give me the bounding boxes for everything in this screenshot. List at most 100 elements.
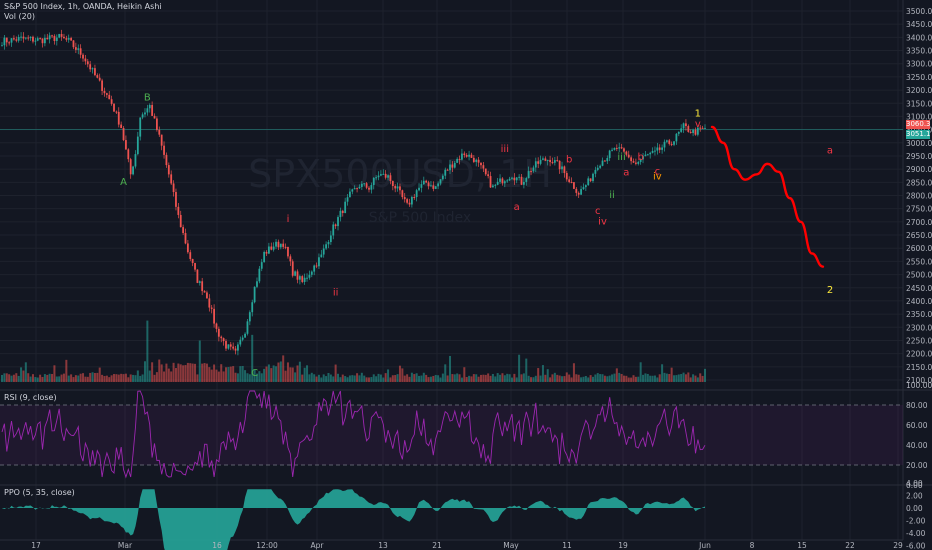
volume-label: Vol (20) xyxy=(4,12,35,21)
candle-body xyxy=(623,148,625,152)
volume-bar xyxy=(587,377,590,382)
volume-bar xyxy=(565,372,568,382)
volume-bar xyxy=(229,366,232,382)
volume-bar xyxy=(251,334,254,382)
volume-bar xyxy=(153,374,156,382)
candle-body xyxy=(320,254,323,258)
volume-bar xyxy=(460,377,463,382)
candle-body xyxy=(513,177,516,181)
candle-body xyxy=(558,160,561,170)
candle-body xyxy=(308,274,311,278)
volume-bar xyxy=(148,370,151,382)
candle-body xyxy=(682,123,685,129)
rsi-tick-label: 80.00 xyxy=(906,401,928,410)
candle-body xyxy=(489,176,492,188)
volume-bar xyxy=(387,369,390,382)
candle-body xyxy=(279,243,282,248)
volume-bar xyxy=(46,374,49,382)
volume-bar xyxy=(310,372,313,382)
volume-bar xyxy=(253,369,256,382)
volume-bar xyxy=(510,377,513,382)
candle-body xyxy=(60,34,63,37)
volume-bar xyxy=(20,367,23,382)
volume-bar xyxy=(625,375,628,382)
volume-bar xyxy=(394,375,397,382)
candle-body xyxy=(270,246,273,250)
candle-body xyxy=(492,185,494,188)
volume-bar xyxy=(113,374,116,382)
volume-bar xyxy=(165,363,168,382)
volume-bar xyxy=(541,365,544,382)
candle-body xyxy=(229,344,232,347)
volume-bar xyxy=(325,376,328,382)
volume-bar xyxy=(306,365,309,382)
candle-body xyxy=(20,36,22,38)
volume-bar xyxy=(134,375,137,382)
candle-body xyxy=(704,127,706,129)
volume-bar xyxy=(191,363,194,382)
candle-body xyxy=(639,159,642,162)
candle-body xyxy=(217,328,220,337)
volume-bar xyxy=(353,375,356,382)
candle-body xyxy=(353,188,356,190)
volume-bar xyxy=(630,377,633,382)
candle-body xyxy=(310,271,313,275)
candle-body xyxy=(687,126,690,132)
volume-bar xyxy=(172,362,175,382)
volume-bar xyxy=(155,372,158,382)
candle-body xyxy=(437,183,439,187)
volume-bar xyxy=(60,374,63,382)
volume-bar xyxy=(429,376,432,382)
price-tick-label: 2550.00 xyxy=(906,257,932,266)
candle-body xyxy=(625,151,628,155)
volume-bar xyxy=(186,362,189,382)
volume-bar xyxy=(339,377,342,382)
candle-body xyxy=(644,154,647,157)
candle-body xyxy=(94,68,96,76)
candle-body xyxy=(465,154,468,157)
candle-body xyxy=(134,154,137,167)
volume-bar xyxy=(313,374,316,382)
volume-bar xyxy=(143,361,146,382)
rsi-tick-label: 100.00 xyxy=(906,381,932,390)
volume-bar xyxy=(341,374,344,382)
candle-body xyxy=(70,38,73,41)
candle-body xyxy=(649,152,652,155)
ppo-tick-label: 0.00 xyxy=(906,504,923,513)
volume-bar xyxy=(465,377,468,382)
candle-body xyxy=(58,34,61,38)
candle-body xyxy=(65,38,68,40)
candle-body xyxy=(206,292,208,299)
price-tick-label: 3200.00 xyxy=(906,86,932,95)
candle-body xyxy=(337,217,339,227)
candle-body xyxy=(339,210,342,218)
volume-bar xyxy=(627,377,630,382)
candle-body xyxy=(346,197,349,202)
volume-bar xyxy=(684,374,687,382)
volume-bar xyxy=(3,373,6,382)
volume-bar xyxy=(317,374,320,382)
volume-bar xyxy=(213,364,216,382)
wave-label: c xyxy=(595,206,601,217)
volume-bar xyxy=(472,374,475,382)
volume-bar xyxy=(618,372,621,382)
price-tag-upper: 3060.3 xyxy=(906,120,931,129)
volume-bar xyxy=(8,374,11,382)
volume-bar xyxy=(182,365,185,382)
volume-bar xyxy=(201,363,204,382)
volume-bar xyxy=(108,377,111,382)
candle-body xyxy=(8,42,11,44)
volume-bar xyxy=(418,375,421,382)
candle-body xyxy=(289,256,292,262)
candle-body xyxy=(1,45,3,47)
price-tick-label: 2800.00 xyxy=(906,192,932,201)
volume-bar xyxy=(673,375,676,382)
volume-bar xyxy=(482,374,485,382)
volume-bar xyxy=(177,363,180,382)
wave-label: c xyxy=(655,166,661,177)
volume-bar xyxy=(558,375,561,382)
candle-body xyxy=(22,36,25,39)
volume-bar xyxy=(248,374,251,382)
volume-bar xyxy=(577,374,580,382)
